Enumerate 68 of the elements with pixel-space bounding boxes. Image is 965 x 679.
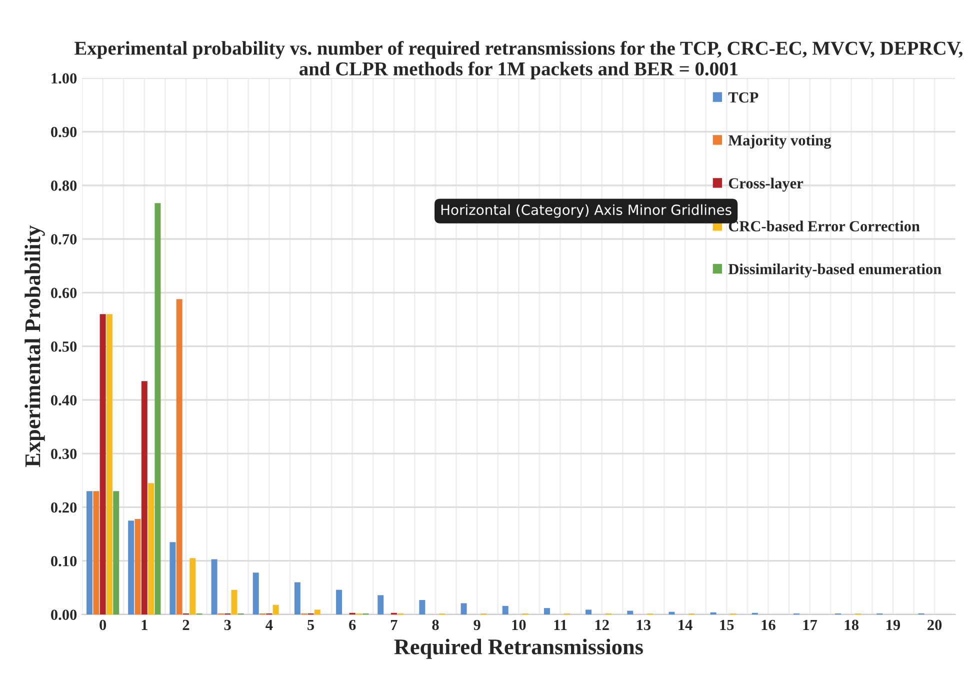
x-tick-label: 13 bbox=[637, 620, 651, 630]
x-tick-label: 4 bbox=[266, 620, 273, 630]
x-tick-label: 11 bbox=[554, 620, 567, 630]
x-tick-label: 6 bbox=[349, 620, 356, 630]
bar bbox=[170, 542, 176, 614]
legend-label: TCP bbox=[728, 92, 758, 103]
x-tick-label: 7 bbox=[390, 620, 398, 630]
bar bbox=[460, 603, 467, 614]
x-tick-label: 17 bbox=[803, 620, 818, 630]
bar bbox=[128, 520, 134, 614]
y-tick-label: 0.90 bbox=[51, 126, 77, 138]
bar bbox=[586, 610, 592, 614]
x-tick-label: 12 bbox=[595, 620, 609, 630]
x-tick-label: 15 bbox=[720, 620, 734, 630]
y-tick-label: 0.40 bbox=[51, 395, 77, 406]
x-tick-label: 16 bbox=[762, 620, 776, 630]
legend-label: Dissimilarity-based enumeration bbox=[728, 264, 942, 278]
x-tick-label: 18 bbox=[844, 620, 859, 630]
bar bbox=[627, 610, 634, 614]
y-tick-label: 0.30 bbox=[51, 448, 77, 460]
bar bbox=[378, 595, 384, 614]
bar bbox=[502, 606, 508, 614]
bar bbox=[148, 483, 154, 614]
x-tick-label: 20 bbox=[928, 620, 942, 630]
bar bbox=[141, 381, 148, 614]
bar bbox=[113, 491, 120, 614]
y-tick-label: 0.10 bbox=[51, 556, 77, 566]
bar bbox=[106, 314, 112, 614]
y-tick-label: 1.00 bbox=[52, 73, 77, 84]
bar bbox=[314, 610, 320, 614]
bar bbox=[544, 608, 550, 614]
bar bbox=[252, 572, 259, 614]
y-tick-label: 0.00 bbox=[51, 610, 77, 620]
legend-label: Majority voting bbox=[728, 134, 832, 149]
bar bbox=[100, 314, 106, 614]
x-axis-title: Required Retransmissions bbox=[394, 638, 643, 659]
bar bbox=[668, 612, 675, 614]
bar bbox=[154, 203, 161, 614]
legend-label: CRC-based Error Correction bbox=[728, 220, 920, 232]
bar bbox=[190, 558, 196, 614]
bar bbox=[272, 604, 279, 614]
bar bbox=[231, 590, 238, 614]
bar bbox=[86, 491, 93, 614]
bar bbox=[134, 519, 141, 614]
bar bbox=[294, 582, 300, 614]
y-tick-label: 0.20 bbox=[51, 502, 77, 513]
x-tick-label: 8 bbox=[432, 620, 439, 630]
legend-label: Cross-layer bbox=[728, 178, 804, 192]
y-tick-label: 0.70 bbox=[51, 234, 77, 245]
bar bbox=[176, 299, 182, 614]
bar bbox=[419, 600, 426, 614]
x-tick-label: 3 bbox=[224, 620, 231, 630]
y-tick-label: 0.60 bbox=[51, 288, 77, 298]
bar bbox=[336, 590, 342, 614]
annotation: Horizontal (Category) Axis Minor Gridlines bbox=[441, 204, 732, 218]
x-tick-label: 9 bbox=[474, 620, 480, 630]
x-tick-label: 0 bbox=[100, 620, 106, 630]
x-tick-label: 14 bbox=[678, 620, 692, 630]
x-tick-label: 5 bbox=[308, 620, 314, 630]
bar bbox=[211, 559, 218, 614]
y-tick-label: 0.80 bbox=[51, 180, 77, 191]
x-tick-label: 1 bbox=[142, 620, 148, 630]
x-tick-label: 19 bbox=[886, 620, 900, 630]
y-tick-label: 0.50 bbox=[51, 341, 77, 352]
x-tick-label: 10 bbox=[512, 620, 526, 630]
x-tick-label: 2 bbox=[182, 620, 190, 630]
y-axis-title: Experimental Probability bbox=[24, 225, 45, 468]
bar bbox=[93, 491, 100, 614]
